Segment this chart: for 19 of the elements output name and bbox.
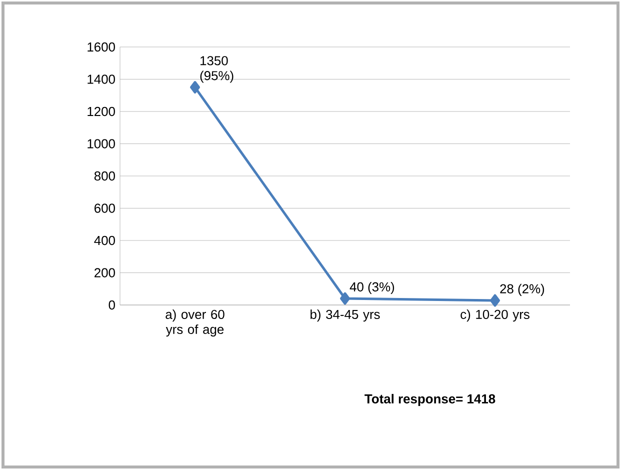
point xyxy=(190,81,200,94)
y-tick-label: 1000 xyxy=(88,139,115,148)
x-tick-label: b) 34-45 yrs xyxy=(310,309,380,322)
data-label: 28 (2%) xyxy=(500,284,544,296)
y-tick-label: 1200 xyxy=(88,106,115,116)
y-tick-label: 200 xyxy=(94,268,115,278)
y-tick-label: 1600 xyxy=(88,42,115,52)
data-label: 1350 (95%) xyxy=(200,56,234,83)
y-tick-label: 600 xyxy=(94,204,115,213)
text: Total response= 1418 xyxy=(364,394,496,406)
x-tick-label: a) over 60 yrs of age xyxy=(166,309,224,337)
point xyxy=(340,292,350,305)
x-tick-label: c) 10-20 yrs xyxy=(460,309,530,322)
data-label: 40 (3%) xyxy=(350,282,394,294)
y-tick-label: 0 xyxy=(108,300,115,310)
y-tick-label: 400 xyxy=(94,236,115,246)
y-tick-label: 800 xyxy=(94,171,115,181)
point xyxy=(490,294,500,307)
y-tick-label: 1400 xyxy=(88,74,115,84)
